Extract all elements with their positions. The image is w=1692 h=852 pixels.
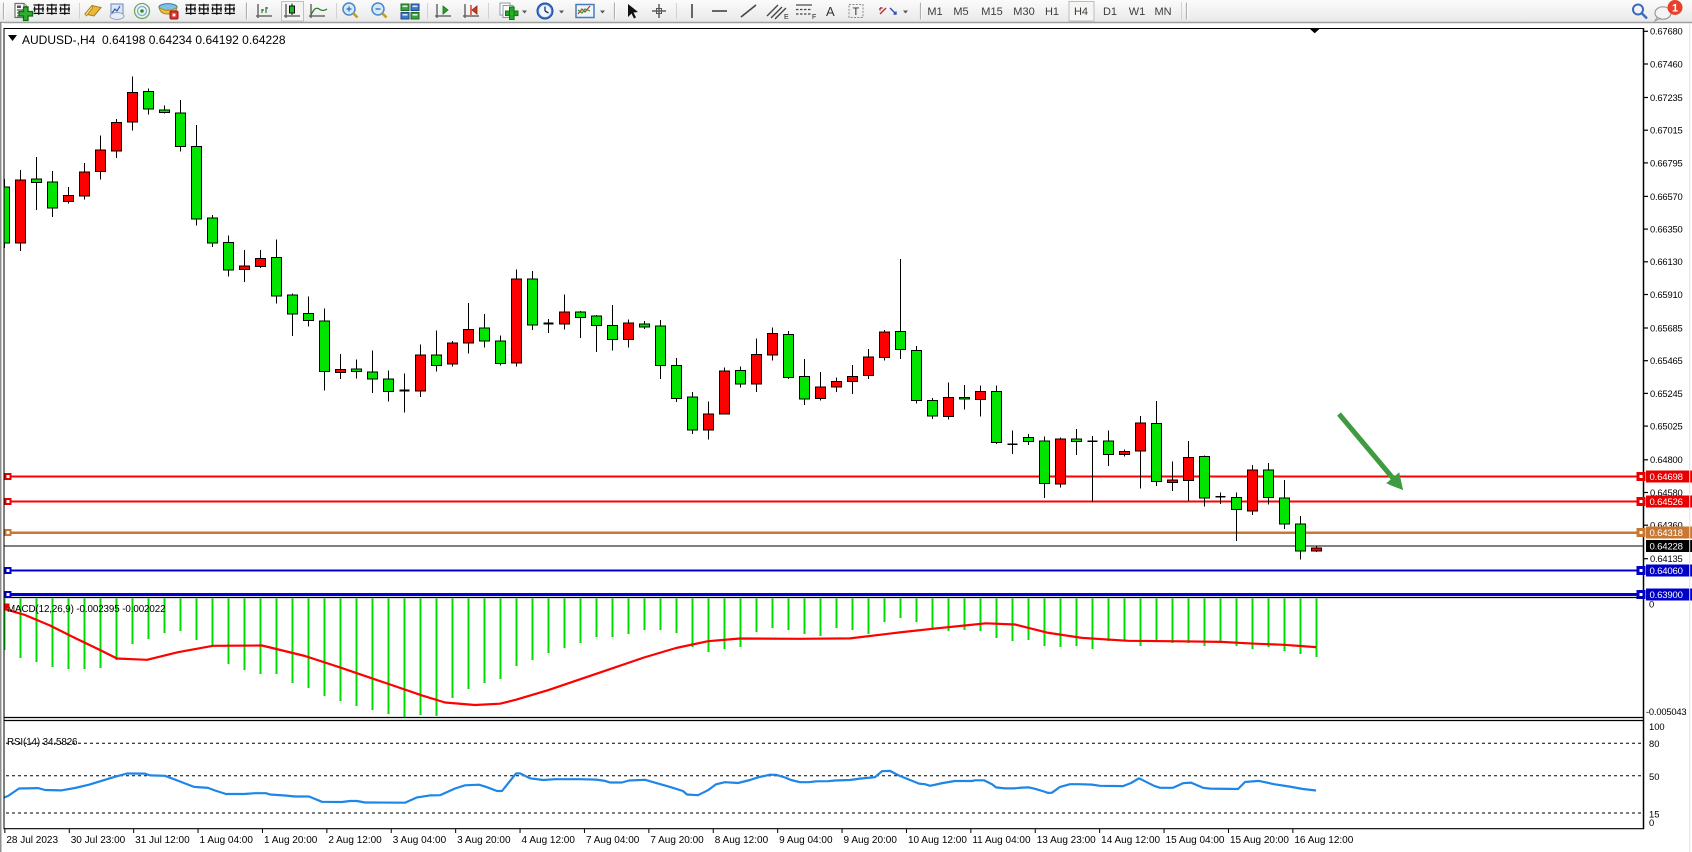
svg-text:28 Jul 2023: 28 Jul 2023 (6, 835, 58, 846)
svg-text:30 Jul 23:00: 30 Jul 23:00 (71, 835, 126, 846)
svg-text:MN: MN (1154, 6, 1171, 18)
svg-text:0.66350: 0.66350 (1650, 224, 1683, 235)
svg-text:0.65025: 0.65025 (1650, 421, 1683, 432)
svg-text:0.64060: 0.64060 (1650, 566, 1683, 577)
svg-text:1: 1 (1672, 3, 1678, 15)
svg-text:0.66795: 0.66795 (1650, 157, 1683, 168)
svg-text:0.64228: 0.64228 (1650, 541, 1683, 552)
svg-text:10 Aug 12:00: 10 Aug 12:00 (908, 835, 967, 846)
svg-text:0.64526: 0.64526 (1650, 497, 1683, 508)
svg-text:AUDUSD-,H4 0.64198 0.64234 0.: AUDUSD-,H4 0.64198 0.64234 0.64192 0.642… (22, 33, 286, 47)
svg-text:M15: M15 (981, 6, 1002, 18)
svg-text:0.66570: 0.66570 (1650, 191, 1683, 202)
svg-text:7 Aug 04:00: 7 Aug 04:00 (586, 835, 640, 846)
svg-text:2 Aug 12:00: 2 Aug 12:00 (328, 835, 382, 846)
svg-text:0.65910: 0.65910 (1650, 289, 1683, 300)
svg-text:0.63900: 0.63900 (1650, 590, 1683, 601)
svg-text:T: T (853, 6, 860, 18)
svg-text:0.66130: 0.66130 (1650, 256, 1683, 267)
svg-text:M1: M1 (927, 6, 942, 18)
svg-text:15: 15 (1649, 808, 1659, 819)
svg-text:0.67460: 0.67460 (1650, 58, 1683, 69)
svg-text:0.64698: 0.64698 (1650, 472, 1683, 483)
svg-text:0: 0 (1649, 599, 1654, 610)
svg-text:MACD(12,26,9) -0.002395 -0.002: MACD(12,26,9) -0.002395 -0.002022 (7, 604, 165, 615)
svg-text:A: A (826, 4, 835, 19)
svg-text:1 Aug 20:00: 1 Aug 20:00 (264, 835, 318, 846)
svg-text:-0.005043: -0.005043 (1646, 706, 1686, 717)
svg-text:0.65245: 0.65245 (1650, 388, 1683, 399)
svg-text:0.64135: 0.64135 (1650, 553, 1683, 564)
svg-text:9 Aug 04:00: 9 Aug 04:00 (779, 835, 833, 846)
svg-text:100: 100 (1649, 721, 1665, 732)
svg-text:0.67235: 0.67235 (1650, 92, 1683, 103)
svg-text:E: E (784, 14, 789, 21)
svg-text:M5: M5 (953, 6, 968, 18)
svg-text:7 Aug 20:00: 7 Aug 20:00 (650, 835, 704, 846)
svg-text:D1: D1 (1103, 6, 1117, 18)
svg-text:W1: W1 (1129, 6, 1146, 18)
svg-text:1 Aug 04:00: 1 Aug 04:00 (200, 835, 254, 846)
svg-text:RSI(14) 34.5826: RSI(14) 34.5826 (7, 737, 78, 748)
svg-text:0.64580: 0.64580 (1650, 487, 1683, 498)
svg-text:13 Aug 23:00: 13 Aug 23:00 (1037, 835, 1096, 846)
svg-text:0.65465: 0.65465 (1650, 355, 1683, 366)
svg-text:M30: M30 (1013, 6, 1034, 18)
svg-text:0.65685: 0.65685 (1650, 322, 1683, 333)
svg-text:80: 80 (1649, 738, 1659, 749)
svg-text:8 Aug 12:00: 8 Aug 12:00 (715, 835, 769, 846)
svg-text:16 Aug 12:00: 16 Aug 12:00 (1294, 835, 1353, 846)
svg-text:0.64800: 0.64800 (1650, 454, 1683, 465)
svg-text:0.64360: 0.64360 (1650, 520, 1683, 531)
svg-text:9 Aug 20:00: 9 Aug 20:00 (844, 835, 898, 846)
svg-text:H1: H1 (1045, 6, 1059, 18)
svg-text:F: F (812, 14, 816, 21)
svg-text:14 Aug 12:00: 14 Aug 12:00 (1101, 835, 1160, 846)
svg-text:50: 50 (1649, 771, 1659, 782)
svg-text:11 Aug 04:00: 11 Aug 04:00 (972, 835, 1031, 846)
svg-text:4 Aug 12:00: 4 Aug 12:00 (522, 835, 576, 846)
svg-text:0.64318: 0.64318 (1650, 528, 1683, 539)
svg-text:15 Aug 20:00: 15 Aug 20:00 (1230, 835, 1289, 846)
svg-text:15 Aug 04:00: 15 Aug 04:00 (1166, 835, 1225, 846)
svg-text:0.67015: 0.67015 (1650, 125, 1683, 136)
svg-text:3 Aug 20:00: 3 Aug 20:00 (457, 835, 511, 846)
svg-text:0.67680: 0.67680 (1650, 26, 1683, 37)
svg-text:H4: H4 (1074, 6, 1088, 18)
svg-text:3 Aug 04:00: 3 Aug 04:00 (393, 835, 447, 846)
svg-text:31 Jul 12:00: 31 Jul 12:00 (135, 835, 190, 846)
svg-text:0: 0 (1649, 817, 1654, 828)
